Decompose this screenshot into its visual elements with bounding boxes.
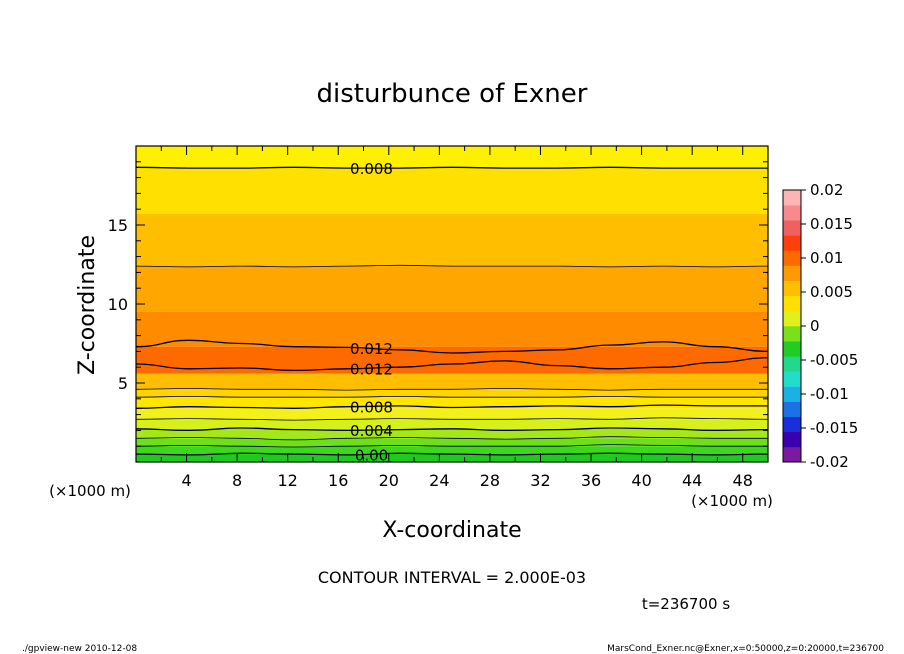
contour-line [135,357,769,372]
colorbar-tick-label: 0 [810,317,820,335]
contour-line [135,436,768,441]
x-unit-label: (×1000 m) [691,492,773,510]
contour-label: 0.008 [350,160,393,178]
contour-line [135,452,769,456]
colorbar-swatch [783,356,801,372]
y-unit-label: (×1000 m) [49,482,131,500]
color-band [136,266,768,312]
contour-line [135,388,768,391]
colorbar-swatch [783,431,801,448]
y-tick-label: 10 [108,295,128,314]
color-band [136,168,768,214]
contour-label: 0.004 [350,422,393,440]
contour-lines [135,166,769,456]
time-stamp-text: t=236700 s [642,595,730,613]
color-bands [136,146,768,462]
colorbar-swatch [783,386,801,402]
colorbar-swatch [783,250,801,266]
color-band [136,373,768,390]
colorbar-swatch [783,401,801,417]
contour-label: 0.012 [350,360,393,378]
x-tick-label: 36 [581,471,601,490]
y-axis-label: Z-coordinate [75,235,100,375]
x-tick-label: 32 [530,471,550,490]
colorbar-swatch [783,416,801,433]
color-band [136,454,768,462]
contour-line [135,166,768,169]
colorbar-swatch [783,295,801,312]
colorbar-tick-label: 0.02 [810,181,843,199]
colorbar-tick-label: 0.005 [810,283,853,301]
colorbar-swatch [783,341,801,357]
colorbar-swatch [783,326,801,342]
colorbar-swatch [783,220,801,236]
contour-line [135,417,769,421]
contour-line [135,264,769,268]
footer-right-text: MarsCond_Exner.nc@Exner,x=0:50000,z=0:20… [607,644,884,654]
x-axis-ticks: 4 8 12 16 20 24 28 32 36 40 44 48 [160,146,753,490]
x-tick-label: 44 [682,471,702,490]
color-band [136,397,768,409]
contour-line [135,444,768,448]
contour-line [135,395,768,398]
color-band [136,438,768,447]
x-axis-label: X-coordinate [382,518,521,543]
x-tick-label: 20 [379,471,399,490]
colorbar-tick-label: -0.01 [810,385,849,403]
color-band [136,346,768,374]
colorbar-swatch [783,235,801,251]
contour-line [135,404,768,409]
color-band [136,213,768,267]
color-band [136,408,768,420]
contour-label: 0.008 [350,398,393,416]
x-tick-label: 48 [733,471,753,490]
colorbar-swatch [783,265,801,281]
colorbar-tick-label: -0.02 [810,453,849,471]
x-tick-label: 16 [328,471,348,490]
contour-label: 0.012 [350,340,393,358]
x-tick-label: 40 [631,471,651,490]
colorbar-tick-label: -0.015 [810,419,858,437]
contour-line [135,339,769,354]
color-band [136,146,768,169]
colorbar-tick-label: 0.01 [810,249,843,267]
colorbar-swatch [783,371,801,387]
x-tick-label: 8 [232,471,242,490]
color-band [136,419,768,429]
colorbar-swatch [783,190,801,206]
footer-left-text: ./gpview-new 2010-12-08 [22,644,137,654]
colorbar-tick-label: -0.005 [810,351,858,369]
colorbar-swatch [783,310,801,327]
contour-interval-text: CONTOUR INTERVAL = 2.000E-03 [318,568,586,587]
y-tick-label: 5 [118,374,128,393]
colorbar: 0.02 0.015 0.01 0.005 0 -0.005 -0.01 -0.015 -0.0… [782,181,858,471]
y-axis-ticks: 5 10 15 [108,161,768,447]
chart-title: disturbunce of Exner [317,79,588,109]
colorbar-tick-label: 0.015 [810,215,853,233]
y-tick-label: 15 [108,216,128,235]
colorbar-swatch [783,205,801,221]
x-tick-label: 28 [480,471,500,490]
x-tick-label: 12 [278,471,298,490]
color-band [136,428,768,439]
contour-line [135,427,769,432]
colorbar-swatch [783,446,801,463]
color-band [136,446,768,455]
colorbar-swatch [783,280,801,297]
x-tick-label: 24 [429,471,449,490]
color-band [136,311,768,347]
color-band [136,389,768,398]
x-tick-label: 4 [181,471,191,490]
